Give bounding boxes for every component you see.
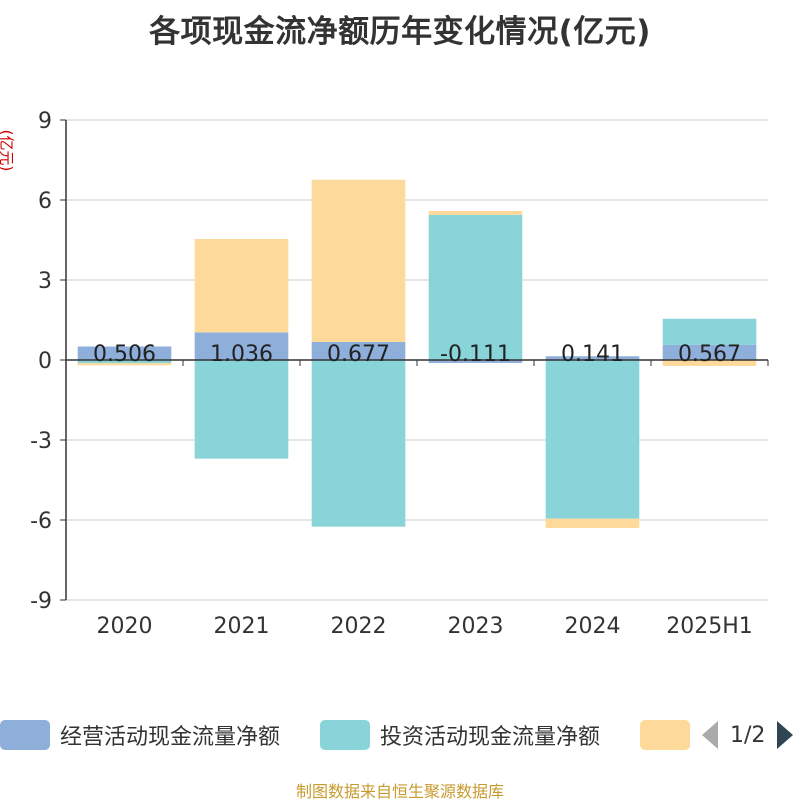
- data-label: -0.111: [440, 342, 511, 367]
- bar-segment-series-1: [194, 360, 289, 459]
- legend-swatch-operating: [0, 720, 50, 750]
- bar-segment-series-0: [77, 346, 172, 360]
- y-tick-label: -9: [30, 589, 52, 614]
- bar-segment-series-0: [428, 360, 523, 363]
- bar-segment-series-1: [545, 360, 640, 519]
- bar-segment-series-1: [428, 214, 523, 360]
- bar-segment-series-0: [194, 332, 289, 360]
- axes: 9 6 3 0 -3 -6 -9 2020 2021 2022 2023 2024 2025H1: [30, 109, 769, 639]
- bar-segment-series-1: [662, 318, 757, 345]
- x-tick-label: 2021: [214, 614, 270, 639]
- data-label: 1.036: [210, 342, 273, 367]
- x-tick-label: 2025H1: [666, 614, 753, 639]
- bars: [77, 179, 757, 528]
- legend-swatch-financing: [640, 720, 690, 750]
- y-tick-label: -6: [30, 509, 52, 534]
- bar-segment-series-2: [545, 518, 640, 528]
- bar-segment-series-2: [662, 360, 757, 366]
- legend: 经营活动现金流量净额 投资活动现金流量净额 1/2: [0, 712, 800, 758]
- legend-item-operating[interactable]: 经营活动现金流量净额: [0, 718, 280, 752]
- x-tick-label: 2023: [448, 614, 504, 639]
- bar-segment-series-1: [311, 360, 406, 527]
- legend-label-operating: 经营活动现金流量净额: [60, 725, 281, 750]
- bar-segment-series-2: [194, 239, 289, 333]
- data-source-note: 制图数据来自恒生聚源数据库: [295, 782, 504, 801]
- legend-pager: 1/2: [702, 718, 794, 752]
- bar-segment-series-0: [662, 344, 757, 360]
- bar-segment-series-2: [77, 363, 172, 366]
- data-label: 0.567: [678, 342, 741, 367]
- y-tick-label: 9: [38, 109, 52, 134]
- x-tick-label: 2024: [565, 614, 621, 639]
- x-tick-label: 2022: [331, 614, 387, 639]
- data-labels: 0.506 1.036 0.677 -0.111 0.141 0.567: [93, 342, 741, 367]
- data-label: 0.506: [93, 342, 156, 367]
- legend-next-arrow-icon[interactable]: [777, 721, 794, 749]
- legend-label-investing: 投资活动现金流量净额: [380, 725, 601, 750]
- bar-segment-series-2: [428, 210, 523, 215]
- y-tick-label: 6: [38, 189, 52, 214]
- y-tick-label: 0: [38, 349, 52, 374]
- legend-page-indicator: 1/2: [730, 722, 766, 748]
- bar-segment-series-1: [77, 360, 172, 364]
- y-tick-label: -3: [30, 429, 52, 454]
- bar-segment-series-0: [545, 356, 640, 360]
- chart-title: 各项现金流净额历年变化情况(亿元): [149, 14, 651, 50]
- y-tick-label: 3: [38, 269, 52, 294]
- legend-item-financing[interactable]: [640, 718, 690, 752]
- data-label: 0.141: [561, 342, 624, 367]
- bar-chart: 9 6 3 0 -3 -6 -9 2020 2021 2022 2023 2024 2025H1 0.5…: [30, 109, 769, 639]
- x-tick-label: 2020: [97, 614, 153, 639]
- data-label: 0.677: [327, 342, 390, 367]
- bar-segment-series-0: [311, 341, 406, 360]
- legend-prev-arrow-icon[interactable]: [702, 721, 718, 749]
- bar-segment-series-2: [311, 179, 406, 342]
- legend-item-investing[interactable]: 投资活动现金流量净额: [320, 718, 600, 752]
- legend-swatch-investing: [320, 720, 370, 750]
